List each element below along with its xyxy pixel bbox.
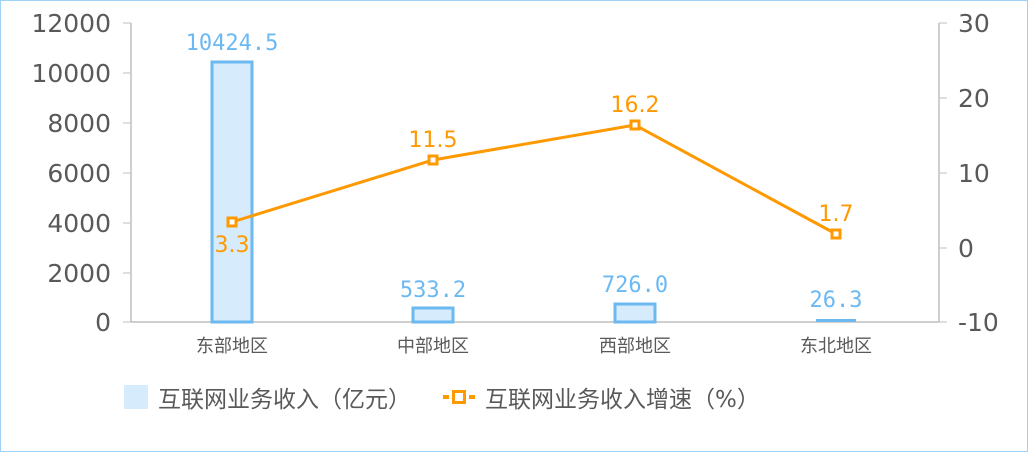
right-tick: 30	[958, 9, 990, 38]
line-marker	[629, 119, 641, 131]
category-label: 东北地区	[800, 336, 872, 357]
bar-value-label: 533.2	[400, 278, 466, 303]
legend-item-bar[interactable]: 互联网业务收入（亿元）	[124, 380, 411, 414]
line-value-label: 1.7	[819, 202, 854, 227]
legend-label: 互联网业务收入增速（%）	[485, 387, 760, 413]
legend-item-line[interactable]: 互联网业务收入增速（%）	[441, 380, 760, 414]
category-label: 东部地区	[196, 336, 268, 357]
right-axis: 30 20 10 0 -10	[938, 9, 999, 337]
bar-value-label: 26.3	[810, 288, 863, 313]
bar-value-label: 10424.5	[186, 31, 279, 56]
left-tick: 2000	[47, 259, 111, 288]
bar-west	[613, 302, 657, 324]
line-marker	[427, 154, 439, 166]
category-label: 西部地区	[599, 336, 671, 357]
line-marker	[226, 216, 238, 228]
right-tick: 20	[958, 84, 990, 113]
line-value-label: 11.5	[409, 128, 458, 153]
bar-value-label: 726.0	[602, 273, 668, 298]
legend: 互联网业务收入（亿元） 互联网业务收入增速（%）	[124, 380, 790, 414]
left-tick: 0	[95, 308, 111, 337]
right-tick: 10	[958, 159, 990, 188]
bar-central	[411, 306, 455, 324]
right-tick: 0	[958, 234, 974, 263]
bar-series: 10424.5 533.2 726.0 26.3	[186, 31, 863, 324]
left-tick: 10000	[31, 59, 111, 88]
left-tick: 6000	[47, 159, 111, 188]
line-marker	[830, 228, 842, 240]
line-marker-swatch-icon	[441, 385, 477, 409]
category-labels: 东部地区 中部地区 西部地区 东北地区	[196, 336, 872, 357]
line-value-label: 16.2	[611, 93, 660, 118]
bar-northeast	[816, 319, 856, 322]
line-value-label: 3.3	[215, 233, 250, 258]
bar-east	[210, 60, 254, 324]
legend-label: 互联网业务收入（亿元）	[158, 387, 411, 413]
category-label: 中部地区	[397, 336, 469, 357]
left-tick: 4000	[47, 209, 111, 238]
left-axis: 12000 10000 8000 6000 4000 2000 0	[31, 9, 132, 337]
right-tick: -10	[958, 308, 999, 337]
left-tick: 12000	[31, 9, 111, 38]
line-series: 3.3 11.5 16.2 1.7	[215, 93, 854, 258]
left-tick: 8000	[47, 109, 111, 138]
bar-swatch-icon	[124, 385, 148, 409]
